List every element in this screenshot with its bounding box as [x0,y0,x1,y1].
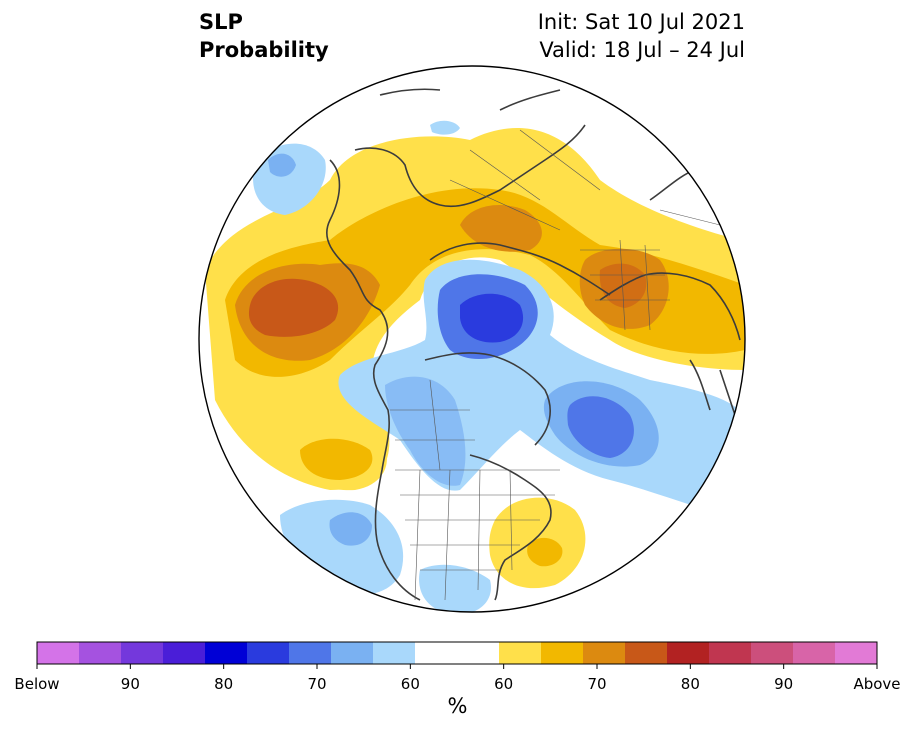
colorbar-tick-label: 80 [681,675,700,693]
colorbar-cell [163,642,206,664]
colorbar-frame [36,641,878,665]
valid-range: Valid: 18 Jul – 24 Jul [539,38,745,62]
colorbar-cell [583,642,626,664]
colorbar-cell [331,642,374,664]
colorbar-cell [709,642,752,664]
colorbar-unit: % [447,694,468,718]
colorbar-cells [37,642,878,664]
colorbar-cell [541,642,584,664]
colorbar-ticks: Below 90 80 70 60 60 70 80 90 Above [14,664,901,693]
colorbar-cell [625,642,668,664]
coastlines [325,88,741,601]
colorbar-tick-label: 80 [214,675,233,693]
title-line-1: SLP [199,10,243,34]
colorbar-tick-label: 90 [121,675,140,693]
colorbar-cell [667,642,710,664]
colorbar-cell [835,642,878,664]
polar-map [198,65,746,613]
colorbar-tick-label: 90 [774,675,793,693]
colorbar-tick-label: 70 [587,675,606,693]
colorbar: Below 90 80 70 60 60 70 80 90 Above [14,641,901,693]
colorbar-tick-label: 60 [401,675,420,693]
colorbar-tick-label: 60 [494,675,513,693]
title-line-2: Probability [199,38,329,62]
colorbar-cell [247,642,290,664]
colorbar-cell [793,642,836,664]
colorbar-tick-label: 70 [307,675,326,693]
colorbar-tick-label: Above [853,675,900,693]
map-title: SLP Probability [199,8,329,64]
colorbar-cell [415,642,458,664]
colorbar-cell [205,642,248,664]
colorbar-cell [79,642,122,664]
colorbar-cell [373,642,416,664]
colorbar-cell [289,642,332,664]
colorbar-cell [37,642,80,664]
forecast-info: Init: Sat 10 Jul 2021 Valid: 18 Jul – 24… [538,8,745,64]
colorbar-cell [457,642,500,664]
map-boundary [198,65,746,613]
init-date: Init: Sat 10 Jul 2021 [537,10,745,34]
colorbar-tick-label: Below [14,675,59,693]
political-borders [390,129,741,601]
colorbar-cell [121,642,164,664]
colorbar-cell [499,642,542,664]
colorbar-cell [751,642,794,664]
